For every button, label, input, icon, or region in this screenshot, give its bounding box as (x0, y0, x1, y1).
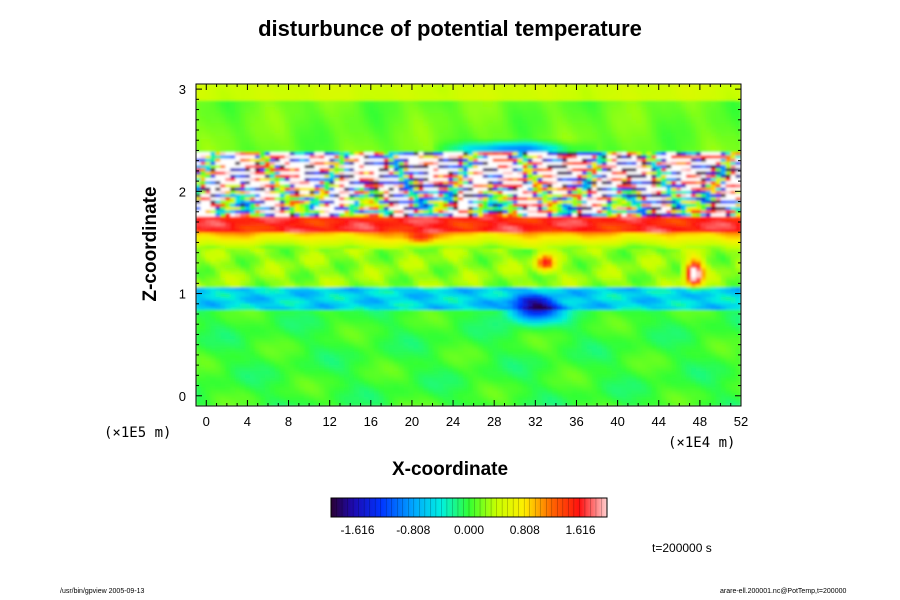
x-tick-label: 4 (244, 414, 251, 429)
x-tick-label: 40 (610, 414, 624, 429)
colorbar-tick-label: -1.616 (340, 523, 375, 537)
colorbar (330, 497, 608, 518)
colorbar-tick-label: -0.808 (396, 523, 431, 537)
z-unit-label: (×1E5 m) (104, 425, 172, 441)
x-tick-label: 44 (652, 414, 666, 429)
colorbar-tick-label: 0.808 (509, 523, 540, 537)
colorbar-tick-label: 1.616 (565, 523, 596, 537)
y-tick-label: 2 (179, 184, 186, 199)
x-tick-label: 24 (446, 414, 460, 429)
chart-title: disturbunce of potential temperature (258, 16, 642, 41)
x-axis-label: X-coordinate (391, 459, 509, 480)
x-tick-label: 48 (693, 414, 707, 429)
x-tick-label: 36 (569, 414, 583, 429)
plot-frame (195, 83, 742, 407)
heatmap-field (196, 84, 741, 406)
x-unit-label: (×1E4 m) (668, 435, 736, 451)
y-tick-label: 1 (179, 287, 186, 302)
colorbar-tick-label: 0.000 (453, 523, 485, 537)
y-tick-label: 3 (179, 82, 186, 97)
x-tick-label: 20 (405, 414, 419, 429)
footer-left: /usr/bin/gpview 2005-09-13 (60, 588, 145, 595)
colorbar-stripes (336, 498, 602, 517)
y-axis-label: Z-coordinate (140, 186, 161, 302)
x-tick-label: 8 (285, 414, 292, 429)
x-tick-label: 28 (487, 414, 501, 429)
x-tick-label: 32 (528, 414, 542, 429)
x-tick-label: 16 (364, 414, 378, 429)
time-label: t=200000 s (652, 541, 712, 555)
x-tick-label: 12 (322, 414, 336, 429)
x-tick-label: 52 (734, 414, 748, 429)
x-tick-label: 0 (203, 414, 210, 429)
y-tick-label: 0 (179, 389, 186, 404)
footer-right: arare-ell.200001.nc@PotTemp,t=200000 (720, 588, 847, 595)
